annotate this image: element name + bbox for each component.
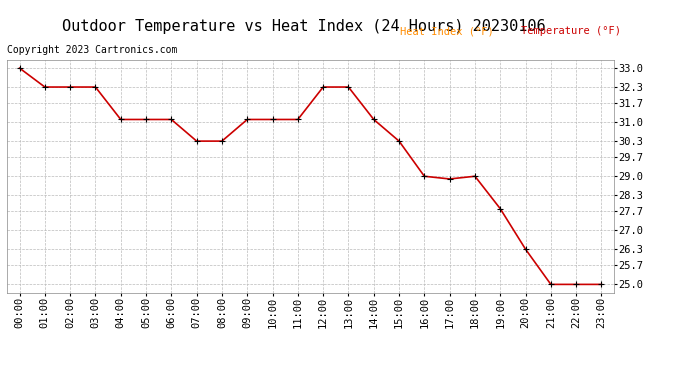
Text: Temperature (°F): Temperature (°F) — [521, 26, 621, 36]
Text: Outdoor Temperature vs Heat Index (24 Hours) 20230106: Outdoor Temperature vs Heat Index (24 Ho… — [62, 19, 545, 34]
Text: Copyright 2023 Cartronics.com: Copyright 2023 Cartronics.com — [7, 45, 177, 55]
Text: Heat Index (°F): Heat Index (°F) — [400, 26, 494, 36]
